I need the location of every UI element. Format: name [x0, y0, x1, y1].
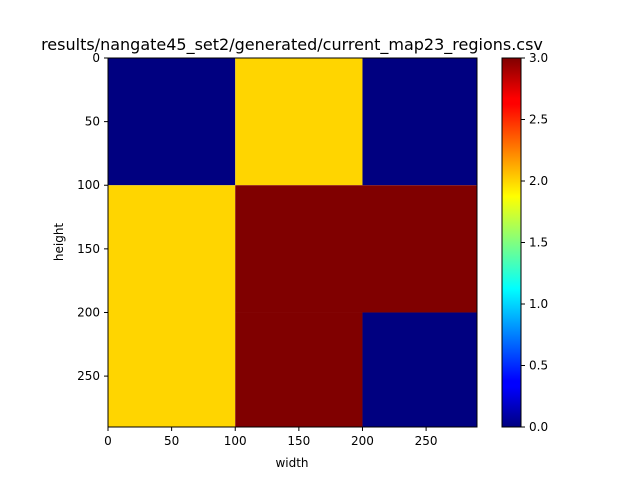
heatmap-cell-2 [362, 58, 477, 186]
colorbar-tick-label: 0.0 [529, 420, 548, 434]
y-tick-label: 250 [77, 369, 100, 383]
x-axis-ticks: 0 50 100 150 200 250 [104, 427, 438, 448]
colorbar-tick-label: 0.5 [529, 359, 548, 373]
colorbar-tick-label: 2.5 [529, 113, 548, 127]
y-tick-label: 200 [77, 305, 100, 319]
x-tick-label: 250 [415, 434, 438, 448]
y-axis-label: height [52, 223, 66, 262]
x-tick-label: 50 [164, 434, 179, 448]
y-tick-label: 0 [92, 51, 100, 65]
heatmap-cell-5 [235, 312, 363, 427]
x-tick-label: 200 [351, 434, 374, 448]
colorbar-ticks: 0.0 0.5 1.0 1.5 2.0 2.5 3.0 [521, 51, 548, 434]
y-tick-label: 150 [77, 242, 100, 256]
colorbar-tick-label: 2.0 [529, 174, 548, 188]
plot-frame [107, 57, 478, 428]
x-axis-label: width [275, 456, 308, 470]
x-tick-label: 0 [104, 434, 112, 448]
x-tick-label: 150 [287, 434, 310, 448]
colorbar [501, 57, 522, 428]
heatmap-cells [108, 58, 477, 427]
colorbar-tick-label: 3.0 [529, 51, 548, 65]
colorbar-tick-label: 1.0 [529, 297, 548, 311]
heatmap-cell-0 [108, 58, 236, 186]
heatmap-cell-4 [235, 185, 477, 313]
chart-title: results/nangate45_set2/generated/current… [41, 35, 543, 55]
y-axis-ticks: 0 50 100 150 200 250 [77, 51, 108, 383]
colorbar-tick-label: 1.5 [529, 236, 548, 250]
heatmap-cell-6 [362, 312, 477, 427]
y-tick-label: 100 [77, 178, 100, 192]
heatmap-cell-3 [108, 185, 236, 427]
x-tick-label: 100 [224, 434, 247, 448]
y-tick-label: 50 [85, 115, 100, 129]
heatmap-cell-1 [235, 58, 363, 186]
